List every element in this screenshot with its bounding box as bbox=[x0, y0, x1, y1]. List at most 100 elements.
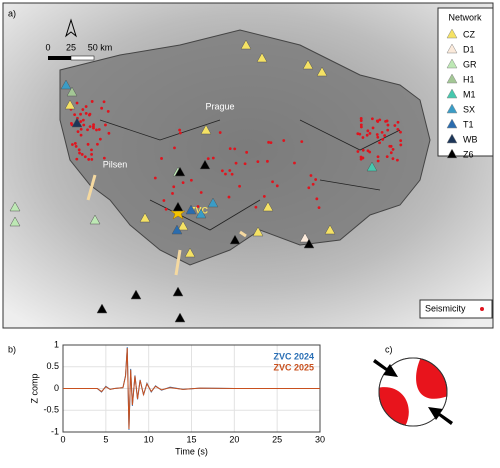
station bbox=[177, 220, 189, 231]
seismicity-dot bbox=[376, 135, 380, 139]
seismicity-dot bbox=[228, 169, 232, 172]
seismicity-dot bbox=[73, 142, 77, 145]
station bbox=[172, 286, 184, 297]
seismicity-dot bbox=[98, 137, 102, 141]
seismicity-dot bbox=[86, 128, 89, 132]
legend-marker bbox=[446, 28, 458, 39]
seismicity-dot bbox=[293, 161, 296, 165]
seismicity-dot bbox=[76, 130, 80, 134]
station bbox=[302, 59, 314, 70]
x-tick-label: 20 bbox=[229, 434, 239, 444]
seismicity-dot bbox=[262, 194, 266, 198]
seismicity-dot bbox=[300, 140, 304, 144]
seismicity-dot bbox=[220, 169, 224, 173]
seismicity-dot bbox=[254, 205, 258, 209]
seismicity-dot bbox=[269, 141, 273, 145]
legend-marker bbox=[446, 73, 458, 84]
seismicity-dot bbox=[384, 119, 387, 123]
north-arrow bbox=[65, 18, 77, 38]
station bbox=[366, 161, 378, 172]
legend-label: GR bbox=[463, 59, 477, 69]
seismicity-dot bbox=[74, 144, 78, 148]
station bbox=[96, 303, 108, 314]
y-tick-label: 0 bbox=[54, 383, 59, 393]
seismicity-dot bbox=[88, 125, 92, 129]
seismicity-dot bbox=[391, 157, 395, 161]
seismicity-dot bbox=[275, 184, 279, 188]
station bbox=[130, 289, 142, 300]
seismicity-dot bbox=[399, 130, 402, 134]
seismicity-dot bbox=[267, 140, 270, 144]
legend-label: H1 bbox=[463, 74, 475, 84]
station bbox=[171, 224, 183, 235]
seismicity-dot bbox=[189, 178, 193, 182]
station bbox=[172, 201, 184, 212]
seismicity-dot bbox=[80, 153, 84, 156]
seismicity-dot bbox=[266, 159, 269, 163]
seismicity-dot bbox=[172, 185, 176, 189]
seismicity-dot bbox=[224, 172, 227, 176]
x-tick-label: 30 bbox=[315, 434, 325, 444]
seismicity-dot bbox=[92, 126, 95, 130]
seismicity-dot bbox=[396, 120, 400, 124]
legend-marker bbox=[446, 133, 458, 144]
legend-label: ZVC 2025 bbox=[273, 362, 314, 372]
station bbox=[174, 166, 186, 177]
station bbox=[64, 99, 76, 110]
seismicity-dot bbox=[388, 144, 392, 148]
seismicity-dot bbox=[243, 162, 247, 166]
station bbox=[200, 124, 212, 135]
seismicity-dot bbox=[238, 184, 241, 188]
seismicity-dot bbox=[83, 155, 87, 159]
seismicity-dot bbox=[375, 133, 379, 136]
legend-marker bbox=[446, 148, 458, 159]
station bbox=[174, 312, 186, 323]
seismicity-dot bbox=[90, 152, 93, 156]
seismicity-dot bbox=[245, 150, 249, 154]
seismicity-dot bbox=[178, 131, 182, 135]
seismicity-dot bbox=[315, 197, 319, 201]
seismicity-dot bbox=[282, 139, 286, 142]
seismicity-dot bbox=[393, 124, 397, 127]
scale-bar bbox=[70, 55, 95, 61]
x-axis-label: Time (s) bbox=[175, 446, 208, 456]
seismicity-dot bbox=[218, 131, 222, 134]
station bbox=[195, 208, 207, 219]
y-tick-label: 1 bbox=[54, 339, 59, 349]
seismicity-dot bbox=[358, 132, 362, 136]
seismicity-dot bbox=[381, 138, 385, 141]
seismicity-dot bbox=[368, 131, 372, 135]
seismicity-dot bbox=[480, 307, 484, 311]
seismicity-dot bbox=[95, 128, 98, 132]
seismicity-dot bbox=[107, 131, 111, 135]
seismicity-dot bbox=[81, 118, 85, 122]
seismicity-dot bbox=[389, 151, 393, 155]
seismicity-dot bbox=[371, 126, 375, 130]
seismicity-dot bbox=[173, 146, 176, 150]
legend-marker bbox=[446, 103, 458, 114]
seismicity-dot bbox=[256, 160, 260, 164]
profiles bbox=[86, 174, 247, 276]
seismicity-dot bbox=[359, 125, 363, 129]
seismicity-dot bbox=[178, 128, 182, 132]
seismicity-dot bbox=[230, 172, 234, 176]
station bbox=[316, 66, 328, 77]
seismicity-dot bbox=[71, 143, 74, 146]
station bbox=[9, 216, 21, 227]
station bbox=[299, 232, 311, 243]
seismicity-dot bbox=[75, 157, 79, 161]
seismicity-dot bbox=[90, 157, 94, 161]
seismicity-dot bbox=[102, 156, 106, 160]
y-tick-label: -1 bbox=[51, 426, 59, 436]
seismicity-dot bbox=[399, 143, 403, 147]
station bbox=[9, 201, 21, 212]
legend-label: M1 bbox=[463, 89, 476, 99]
seismicity-dot bbox=[385, 155, 389, 159]
station bbox=[185, 204, 197, 215]
place-label: Prague bbox=[205, 101, 234, 111]
seismicity-dot bbox=[196, 205, 200, 208]
seismicity-dot bbox=[233, 147, 237, 151]
station bbox=[252, 226, 264, 237]
seismicity-dot bbox=[378, 118, 382, 122]
legend-marker bbox=[446, 88, 458, 99]
